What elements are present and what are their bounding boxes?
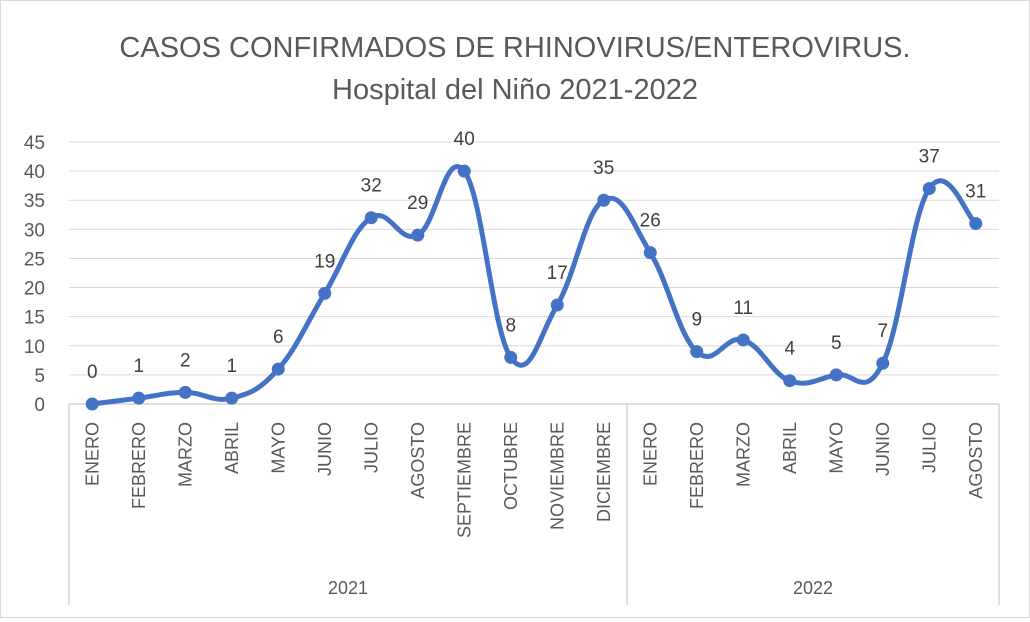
y-tick-label: 5 [34, 366, 45, 387]
data-label: 0 [87, 362, 98, 383]
chart-title-line-1: CASOS CONFIRMADOS DE RHINOVIRUS/ENTEROVI… [119, 32, 910, 64]
data-point [643, 246, 657, 260]
y-tick-label: 40 [24, 162, 45, 183]
data-label: 37 [919, 147, 940, 168]
data-label: 29 [407, 193, 428, 214]
x-tick-label: MAYO [826, 422, 846, 474]
data-point [969, 217, 983, 231]
data-label: 2 [180, 350, 191, 371]
data-point [318, 286, 332, 300]
data-point [85, 397, 99, 411]
x-tick-label: ENERO [640, 422, 660, 486]
x-axis-groups: 2021 2022 [68, 404, 1000, 605]
data-point [225, 391, 239, 405]
points-layer [85, 164, 983, 411]
y-tick-label: 0 [34, 395, 45, 416]
x-tick-label: JUNIO [873, 422, 893, 476]
data-label: 11 [733, 298, 753, 319]
data-point [504, 350, 518, 364]
x-tick-label: AGOSTO [966, 422, 986, 499]
data-point [690, 345, 704, 359]
x-tick-label: JUNIO [315, 422, 335, 476]
x-tick-label: MARZO [733, 422, 753, 487]
data-label: 1 [133, 356, 144, 377]
y-tick-label: 45 [24, 133, 45, 154]
data-point [783, 374, 797, 388]
data-label: 26 [640, 211, 661, 232]
data-point [132, 391, 146, 405]
data-label: 6 [273, 327, 284, 348]
x-tick-label: NOVIEMBRE [547, 422, 567, 530]
y-tick-label: 30 [24, 220, 45, 241]
x-group-label: 2022 [793, 578, 833, 598]
x-tick-label: DICIEMBRE [594, 422, 614, 522]
data-point [922, 182, 936, 196]
series-line [89, 164, 979, 407]
data-point [271, 362, 285, 376]
data-label: 19 [314, 251, 335, 272]
data-label: 4 [784, 339, 795, 360]
series-layer [89, 164, 979, 407]
y-tick-label: 15 [24, 308, 45, 329]
data-labels-layer: 0 1 2 1 6 19 32 29 40 8 17 35 26 9 11 4 5 7 37 31 [87, 129, 986, 383]
y-tick-label: 20 [24, 279, 45, 300]
data-label: 31 [965, 182, 986, 203]
data-label: 9 [691, 310, 702, 331]
data-label: 5 [831, 333, 842, 354]
data-label: 35 [593, 158, 614, 179]
data-point [550, 298, 564, 312]
x-tick-label: AGOSTO [408, 422, 428, 499]
y-tick-label: 25 [24, 249, 45, 270]
x-tick-label: OCTUBRE [501, 422, 521, 510]
gridlines [69, 141, 999, 405]
x-tick-label: MARZO [175, 422, 195, 487]
chart-title: CASOS CONFIRMADOS DE RHINOVIRUS/ENTEROVI… [119, 32, 910, 106]
data-point [411, 228, 425, 242]
data-point [178, 385, 192, 399]
data-label: 7 [877, 321, 888, 342]
x-axis-ticks: ENERO FEBRERO MARZO ABRIL MAYO JUNIO JULIO AGOS… [82, 422, 986, 538]
data-label: 40 [454, 129, 475, 150]
data-label: 1 [226, 356, 237, 377]
y-tick-label: 10 [24, 337, 45, 358]
x-tick-label: JULIO [919, 422, 939, 473]
data-label: 8 [505, 315, 516, 336]
x-tick-label: JULIO [361, 422, 381, 473]
chart-title-line-2: Hospital del Niño 2021-2022 [332, 74, 698, 106]
x-tick-label: ABRIL [222, 422, 242, 474]
x-tick-label: SEPTIEMBRE [454, 422, 474, 538]
data-point [457, 164, 471, 178]
data-label: 17 [547, 263, 568, 284]
y-tick-label: 35 [24, 191, 45, 212]
y-axis-ticks: 0 5 10 15 20 25 30 35 40 45 [24, 133, 45, 416]
x-group-label: 2021 [328, 578, 368, 598]
data-point [876, 356, 890, 370]
data-label: 32 [361, 176, 382, 197]
data-point [829, 368, 843, 382]
data-point [736, 333, 750, 347]
data-point [597, 193, 611, 207]
x-tick-label: ABRIL [780, 422, 800, 474]
x-tick-label: ENERO [82, 422, 102, 486]
x-tick-label: FEBRERO [129, 422, 149, 509]
x-tick-label: FEBRERO [687, 422, 707, 509]
data-point [364, 211, 378, 225]
x-tick-label: MAYO [268, 422, 288, 474]
